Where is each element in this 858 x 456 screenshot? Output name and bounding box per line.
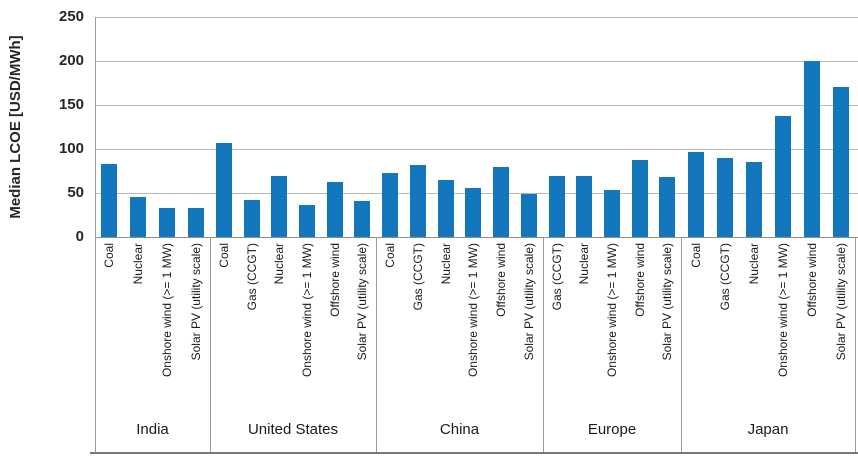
group-separator [543, 237, 544, 452]
bar-united-states-offshore-wind [326, 181, 343, 237]
bar-china-solar-pv-utility-scale [521, 193, 538, 237]
bottom-border-line [90, 452, 858, 454]
bar-united-states-coal [215, 142, 232, 237]
bar-india-nuclear [130, 196, 147, 237]
bar-united-states-solar-pv-utility-scale [354, 200, 371, 237]
bar-united-states-nuclear [271, 176, 288, 237]
gridline-150 [95, 105, 858, 106]
y-tick-label: 200 [58, 52, 84, 69]
bar-label-onshore-wind-1-mw: Onshore wind (>= 1 MW) [466, 243, 481, 378]
bar-label-nuclear: Nuclear [746, 243, 761, 285]
bar-japan-nuclear [745, 162, 762, 237]
bar-label-coal: Coal [216, 243, 231, 268]
bar-label-gas-ccgt: Gas (CCGT) [410, 243, 425, 311]
group-separator [376, 237, 377, 452]
bar-europe-nuclear [576, 176, 593, 237]
bar-label-nuclear: Nuclear [131, 243, 146, 285]
bar-europe-offshore-wind [631, 159, 648, 237]
bar-label-solar-pv-utility-scale: Solar PV (utility scale) [188, 243, 203, 361]
bar-united-states-onshore-wind-1-mw [298, 205, 315, 237]
group-label-india: India [136, 421, 169, 438]
bar-label-nuclear: Nuclear [272, 243, 287, 285]
bar-europe-solar-pv-utility-scale [659, 177, 676, 237]
bar-label-solar-pv-utility-scale: Solar PV (utility scale) [660, 243, 675, 361]
bar-japan-coal [687, 151, 704, 237]
bar-china-onshore-wind-1-mw [465, 187, 482, 237]
bar-united-states-gas-ccgt [243, 200, 260, 237]
bar-china-nuclear [437, 179, 454, 237]
bar-japan-solar-pv-utility-scale [832, 87, 849, 237]
bar-label-coal: Coal [382, 243, 397, 268]
bar-label-onshore-wind-1-mw: Onshore wind (>= 1 MW) [775, 243, 790, 378]
bar-india-solar-pv-utility-scale [187, 207, 204, 237]
bar-label-coal: Coal [102, 243, 117, 268]
group-label-united-states: United States [247, 421, 339, 438]
bar-japan-offshore-wind [803, 61, 820, 237]
bar-label-onshore-wind-1-mw: Onshore wind (>= 1 MW) [159, 243, 174, 378]
y-axis-title: Median LCOE [USD/MWh] [7, 35, 24, 219]
bar-label-offshore-wind: Offshore wind [804, 243, 819, 317]
group-separator [210, 237, 211, 452]
bar-label-solar-pv-utility-scale: Solar PV (utility scale) [522, 243, 537, 361]
group-label-china: China [439, 421, 480, 438]
bar-label-offshore-wind: Offshore wind [327, 243, 342, 317]
bar-label-gas-ccgt: Gas (CCGT) [549, 243, 564, 311]
bar-label-offshore-wind: Offshore wind [632, 243, 647, 317]
bar-europe-gas-ccgt [548, 176, 565, 237]
bar-label-gas-ccgt: Gas (CCGT) [244, 243, 259, 311]
gridline-250 [95, 17, 858, 18]
y-tick-label: 0 [75, 228, 84, 245]
bar-label-nuclear: Nuclear [577, 243, 592, 285]
bar-label-coal: Coal [688, 243, 703, 268]
x-axis-line [95, 237, 858, 238]
group-separator [681, 237, 682, 452]
bar-label-nuclear: Nuclear [438, 243, 453, 285]
bar-label-gas-ccgt: Gas (CCGT) [717, 243, 732, 311]
bar-label-offshore-wind: Offshore wind [494, 243, 509, 317]
y-axis-line [95, 17, 96, 452]
y-tick-label: 100 [58, 140, 84, 157]
gridline-100 [95, 149, 858, 150]
bar-japan-onshore-wind-1-mw [774, 115, 791, 237]
bar-japan-gas-ccgt [716, 157, 733, 237]
bar-label-onshore-wind-1-mw: Onshore wind (>= 1 MW) [299, 243, 314, 378]
y-tick-label: 50 [67, 184, 84, 201]
group-label-europe: Europe [587, 421, 637, 438]
bar-china-coal [381, 172, 398, 237]
group-label-japan: Japan [747, 421, 789, 438]
bar-label-solar-pv-utility-scale: Solar PV (utility scale) [833, 243, 848, 361]
bar-europe-onshore-wind-1-mw [604, 190, 620, 237]
group-separator [855, 237, 856, 452]
y-tick-label: 150 [58, 96, 84, 113]
bar-china-gas-ccgt [409, 164, 426, 237]
bar-china-offshore-wind [493, 166, 510, 237]
gridline-200 [95, 61, 858, 62]
bar-label-onshore-wind-1-mw: Onshore wind (>= 1 MW) [605, 243, 619, 378]
bar-label-solar-pv-utility-scale: Solar PV (utility scale) [355, 243, 370, 361]
y-tick-label: 250 [58, 8, 84, 25]
bar-india-coal [101, 163, 118, 237]
bar-india-onshore-wind-1-mw [158, 207, 175, 237]
